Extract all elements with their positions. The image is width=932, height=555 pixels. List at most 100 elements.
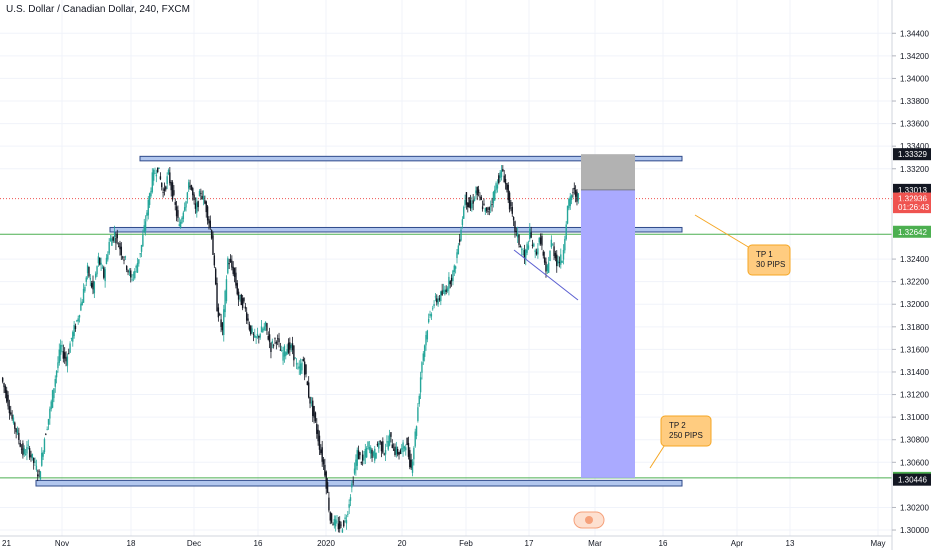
candle-body xyxy=(144,221,147,231)
candle-body xyxy=(189,185,191,187)
price-tick-label: 1.34200 xyxy=(900,52,929,61)
candle-body xyxy=(475,190,477,194)
candle-body xyxy=(15,428,17,433)
candle-body xyxy=(351,483,353,488)
candle-body xyxy=(123,259,125,261)
candle-body xyxy=(353,468,356,474)
candle-body xyxy=(294,357,296,359)
price-tick-label: 1.33400 xyxy=(900,142,929,151)
candle-body xyxy=(374,448,376,461)
candle-body xyxy=(312,400,314,416)
candle-body xyxy=(316,424,318,434)
tp1-pointer xyxy=(694,214,751,249)
candle-body xyxy=(104,269,106,282)
candle-body xyxy=(318,435,321,450)
time-axis[interactable]: 21 Nov 18 Dec 16 2020 20 Feb 17 Mar 16 Apr 13 May xyxy=(0,535,892,548)
candle-body xyxy=(158,167,160,169)
candle-body xyxy=(155,174,158,177)
candle-body xyxy=(49,408,51,419)
target-zone xyxy=(581,189,635,478)
price-axis[interactable]: 1.34400 1.34200 1.34000 1.33800 1.33600 1.334… xyxy=(891,0,931,550)
candle-body xyxy=(266,323,268,331)
candle-body xyxy=(59,344,62,355)
candle-body xyxy=(237,291,240,300)
candle-body xyxy=(391,444,393,448)
candles xyxy=(1,164,580,533)
candle-body xyxy=(262,329,264,332)
candle-body xyxy=(255,336,257,338)
price-label-bg xyxy=(893,473,931,486)
candle-body xyxy=(489,205,492,207)
candle-body xyxy=(70,337,73,339)
candle-body xyxy=(448,276,450,289)
position-tool[interactable] xyxy=(581,154,635,478)
candle-body xyxy=(375,452,377,459)
candle-body xyxy=(6,390,8,402)
candle-body xyxy=(302,359,305,362)
candle-body xyxy=(444,289,446,295)
candle-body xyxy=(511,206,513,214)
candle-body xyxy=(395,446,398,455)
price-tick-label: 1.33800 xyxy=(900,97,929,106)
price-label-bg xyxy=(893,201,931,214)
candle-body xyxy=(259,334,261,338)
candle-body xyxy=(502,169,504,172)
candle-body xyxy=(289,342,291,350)
time-tick-label: Apr xyxy=(731,539,744,548)
price-tick-label: 1.33600 xyxy=(900,120,929,129)
candle-body xyxy=(34,461,36,463)
candle-body xyxy=(134,270,136,279)
candle-body xyxy=(325,471,327,489)
candle-body xyxy=(552,244,554,246)
candle-body xyxy=(469,200,472,209)
candle-body xyxy=(245,312,248,321)
candle-body xyxy=(270,342,272,353)
price-tick-label: 1.34000 xyxy=(900,74,929,83)
candle-body xyxy=(464,200,466,206)
candle-body xyxy=(526,243,528,253)
candle-body xyxy=(151,172,154,192)
candle-body xyxy=(479,196,481,198)
candle-body xyxy=(499,172,501,179)
candle-body xyxy=(24,453,27,455)
candle-body xyxy=(356,449,358,466)
price-tick-label: 1.34400 xyxy=(900,29,929,38)
candle-body xyxy=(213,255,216,266)
candle-body xyxy=(175,206,178,217)
candle-body xyxy=(41,452,43,466)
candle-body xyxy=(409,450,411,468)
candle-body xyxy=(430,314,433,317)
candle-body xyxy=(365,447,368,458)
candle-body xyxy=(217,307,220,318)
candle-body xyxy=(376,443,379,446)
price-tick-label: 1.33200 xyxy=(900,165,929,174)
candle-body xyxy=(432,308,434,310)
candle-body xyxy=(438,298,441,300)
candle-body xyxy=(310,402,313,404)
candle-body xyxy=(267,335,269,340)
candle-body xyxy=(74,325,77,330)
callout-1-text: 30 PIPS xyxy=(756,260,785,269)
candle-body xyxy=(194,203,197,209)
candle-body xyxy=(235,272,237,286)
candle-body xyxy=(339,521,341,529)
candle-body xyxy=(347,514,349,515)
candle-body xyxy=(62,351,65,359)
candle-body xyxy=(7,394,9,407)
candle-body xyxy=(220,319,222,327)
candle-body xyxy=(171,182,174,200)
candle-body xyxy=(313,406,315,418)
candle-body xyxy=(97,256,100,264)
candle-body xyxy=(557,260,559,264)
zone-mid-range xyxy=(109,226,683,233)
candle-body xyxy=(177,210,179,218)
candle-body xyxy=(157,167,159,173)
candle-body xyxy=(305,364,307,375)
candle-body xyxy=(69,343,71,353)
candle-body xyxy=(413,447,415,460)
candle-body xyxy=(491,203,493,206)
candle-body xyxy=(161,182,163,188)
candle-body xyxy=(121,256,124,258)
candle-body xyxy=(570,195,573,201)
